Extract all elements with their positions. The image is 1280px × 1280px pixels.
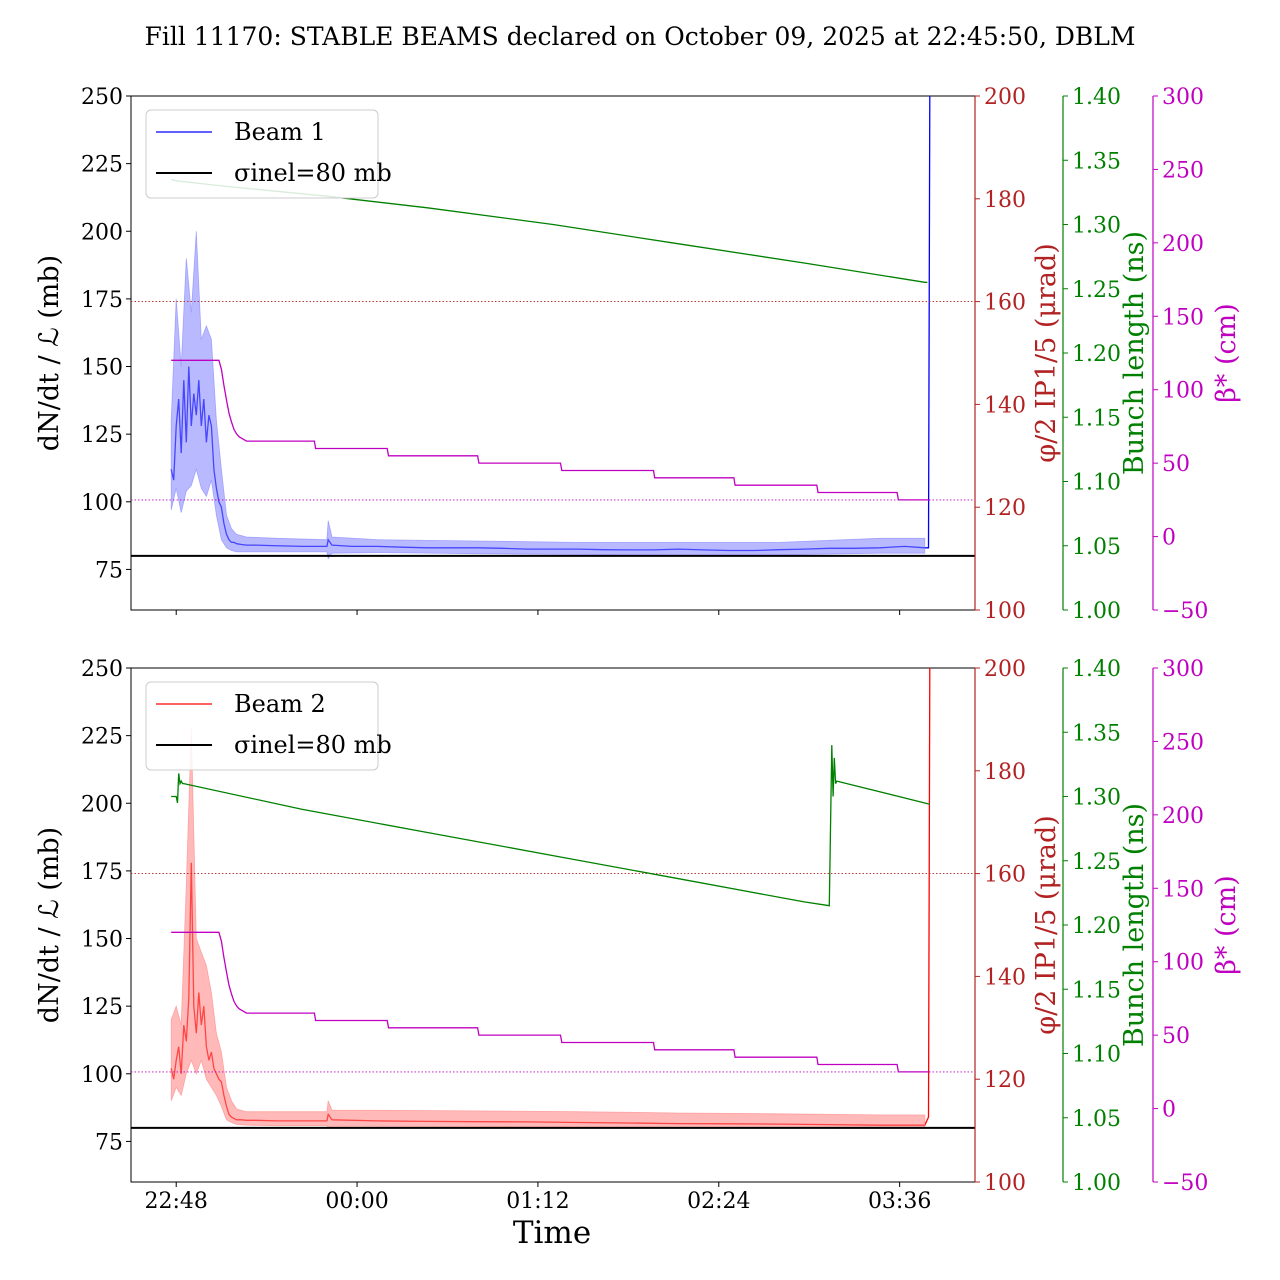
series-bunch-length: [171, 745, 930, 907]
left-tick-label: 100: [81, 491, 123, 516]
legend: Beam 2 σinel=80 mb: [145, 681, 392, 771]
right1-tick-label: 160: [984, 291, 1026, 316]
left-tick-label: 225: [81, 153, 123, 178]
right3-tick-label: −50: [1162, 599, 1208, 624]
right3-tick-label: 150: [1162, 305, 1204, 330]
right3-tick-label: 100: [1162, 951, 1204, 976]
right1-tick-label: 140: [984, 393, 1026, 418]
right3-tick-label: 250: [1162, 158, 1204, 183]
top-panel: 75 100 125 150 175 200 225 250 dN/dt / ℒ (mb) 100…: [34, 85, 1242, 624]
left-tick-label: 150: [81, 928, 123, 953]
right2-tick-label: 1.25: [1072, 278, 1121, 303]
x-tick-label: 00:00: [325, 1189, 388, 1214]
right3-tick-label: 100: [1162, 379, 1204, 404]
right1-tick-label: 160: [984, 863, 1026, 888]
legend-entry: σinel=80 mb: [234, 159, 392, 187]
right1-axis-label: φ/2 IP1/5 (μrad): [1031, 243, 1062, 463]
right2-tick-label: 1.15: [1072, 406, 1121, 431]
right3-tick-label: −50: [1162, 1171, 1208, 1196]
right3-tick-label: 0: [1162, 526, 1176, 551]
right1-axis-label: φ/2 IP1/5 (μrad): [1031, 815, 1062, 1035]
left-tick-label: 175: [81, 860, 123, 885]
right3-tick-label: 250: [1162, 730, 1204, 755]
right2-tick-label: 1.00: [1072, 599, 1121, 624]
right2-tick-label: 1.10: [1072, 471, 1121, 496]
right2-tick-label: 1.05: [1072, 1107, 1121, 1132]
legend-entry: σinel=80 mb: [234, 731, 392, 759]
left-tick-label: 200: [81, 792, 123, 817]
right2-tick-label: 1.40: [1072, 85, 1121, 110]
legend: Beam 1 σinel=80 mb: [145, 109, 392, 199]
right3-tick-label: 50: [1162, 1024, 1190, 1049]
right2-tick-label: 1.15: [1072, 978, 1121, 1003]
right3-tick-label: 200: [1162, 232, 1204, 257]
x-tick-label: 02:24: [687, 1189, 750, 1214]
right2-axis-label: Bunch length (ns): [1119, 803, 1150, 1047]
left-axis-label: dN/dt / ℒ (mb): [34, 255, 65, 451]
x-tick-label: 01:12: [506, 1189, 569, 1214]
right3-tick-label: 50: [1162, 452, 1190, 477]
right3-axis-label: β* (cm): [1211, 875, 1242, 974]
right3-tick-label: 150: [1162, 877, 1204, 902]
right1-tick-label: 100: [984, 1171, 1026, 1196]
left-tick-label: 200: [81, 220, 123, 245]
series-: [171, 931, 930, 1073]
right1-tick-label: 180: [984, 760, 1026, 785]
right3-tick-label: 300: [1162, 85, 1204, 110]
plot-area: [131, 668, 975, 1129]
right2-tick-label: 1.40: [1072, 657, 1121, 682]
right2-tick-label: 1.30: [1072, 786, 1121, 811]
right2-tick-label: 1.35: [1072, 721, 1121, 746]
left-tick-label: 75: [95, 1130, 123, 1155]
left-tick-label: 125: [81, 995, 123, 1020]
right2-tick-label: 1.20: [1072, 914, 1121, 939]
right2-tick-label: 1.25: [1072, 850, 1121, 875]
series-beam-2-uncertainty-band: [170, 727, 926, 1129]
right1-tick-label: 120: [984, 1068, 1026, 1093]
left-tick-label: 150: [81, 356, 123, 381]
series-: [171, 359, 930, 501]
right1-tick-label: 120: [984, 496, 1026, 521]
right2-tick-label: 1.05: [1072, 535, 1121, 560]
right2-axis-label: Bunch length (ns): [1119, 231, 1150, 475]
x-tick-label: 03:36: [868, 1189, 931, 1214]
right2-tick-label: 1.30: [1072, 214, 1121, 239]
x-tick-label: 22:48: [145, 1189, 208, 1214]
right2-tick-label: 1.35: [1072, 149, 1121, 174]
series-beam-1-uncertainty-band: [170, 231, 926, 560]
right1-tick-label: 180: [984, 188, 1026, 213]
plot-area: [131, 96, 975, 560]
right1-tick-label: 140: [984, 965, 1026, 990]
right2-tick-label: 1.20: [1072, 342, 1121, 367]
legend-entry: Beam 2: [234, 690, 326, 718]
right3-tick-label: 0: [1162, 1098, 1176, 1123]
left-tick-label: 225: [81, 725, 123, 750]
bottom-panel: 75 100 125 150 175 200 225 250 dN/dt / ℒ (mb) 100…: [34, 657, 1242, 1196]
left-tick-label: 250: [81, 85, 123, 110]
legend-entry: Beam 1: [234, 118, 326, 146]
right2-tick-label: 1.00: [1072, 1171, 1121, 1196]
left-tick-label: 100: [81, 1063, 123, 1088]
left-tick-label: 175: [81, 288, 123, 313]
left-axis-label: dN/dt / ℒ (mb): [34, 827, 65, 1023]
right1-tick-label: 100: [984, 599, 1026, 624]
left-tick-label: 125: [81, 423, 123, 448]
left-tick-label: 250: [81, 657, 123, 682]
right3-tick-label: 200: [1162, 804, 1204, 829]
right2-tick-label: 1.10: [1072, 1043, 1121, 1068]
figure-title: Fill 11170: STABLE BEAMS declared on Oct…: [145, 22, 1136, 51]
right1-tick-label: 200: [984, 85, 1026, 110]
x-axis-label: Time: [513, 1215, 591, 1251]
x-axis-ticks: 22:48 00:00 01:12 02:24 03:36: [145, 1189, 932, 1214]
right1-tick-label: 200: [984, 657, 1026, 682]
right3-axis-label: β* (cm): [1211, 303, 1242, 402]
right3-tick-label: 300: [1162, 657, 1204, 682]
left-tick-label: 75: [95, 558, 123, 583]
